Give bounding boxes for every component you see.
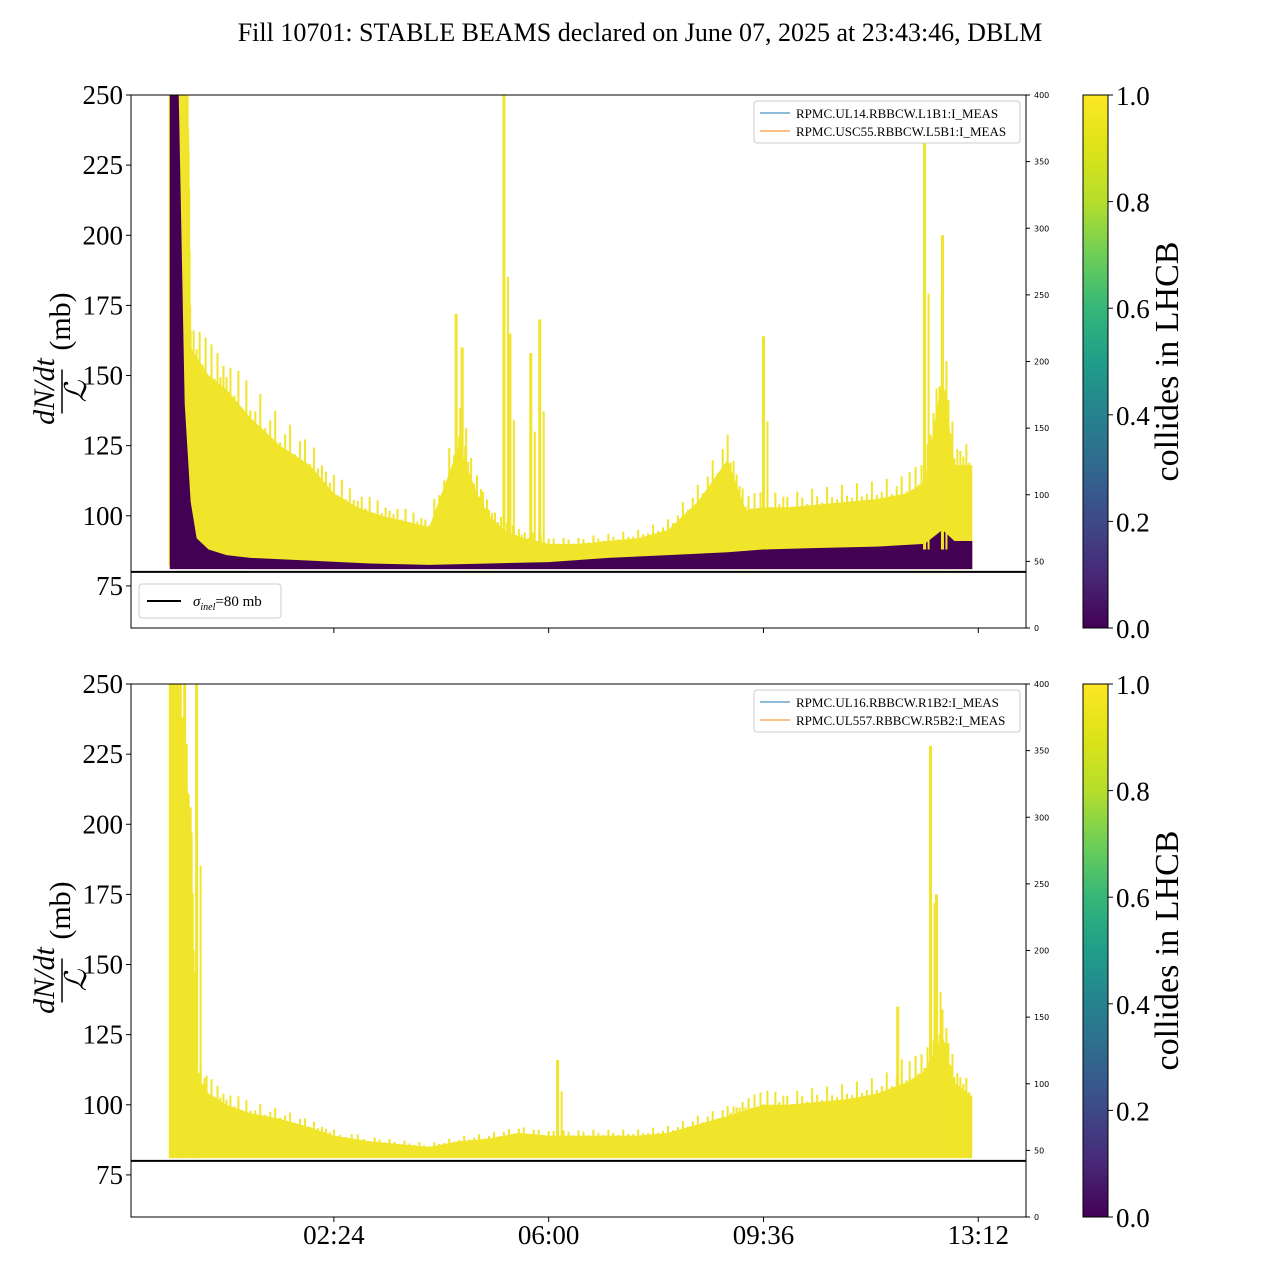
y-tick-label: 125: [83, 431, 124, 461]
secondary-y-tick-label: 200: [1034, 358, 1049, 367]
y-tick-label: 200: [83, 809, 124, 839]
colorbar-tick-label: 0.4: [1116, 990, 1150, 1020]
colorbar-tick-label: 0.6: [1116, 294, 1150, 324]
secondary-y-tick-label: 100: [1034, 1080, 1049, 1089]
panel-top: 75 100 125 150 175 200 225 250 0 50 100 150 200 250 30…: [28, 80, 1186, 644]
y-axis-label-numerator: dN/dt: [28, 946, 61, 1013]
secondary-y-tick-label: 400: [1034, 91, 1049, 100]
plot-area: [131, 95, 1026, 573]
secondary-y-tick-label: 150: [1034, 1013, 1049, 1022]
y-axis-label-unit: (mb): [44, 881, 77, 939]
colorbar-label: collides in LHCB: [1149, 242, 1186, 482]
secondary-y-tick-label: 300: [1034, 224, 1049, 233]
secondary-y-tick-label: 250: [1034, 291, 1049, 300]
secondary-y-tick-label: 0: [1034, 1213, 1039, 1222]
secondary-y-tick-label: 0: [1034, 624, 1039, 633]
reference-legend: σinel=80 mb: [138, 583, 282, 619]
colorbar-tick-label: 0.2: [1116, 507, 1150, 537]
secondary-y-tick-label: 150: [1034, 424, 1049, 433]
y-tick-label: 150: [83, 950, 124, 980]
y-tick-label: 250: [83, 669, 124, 699]
y-axis-label-numerator: dN/dt: [28, 357, 61, 424]
y-axis-label: dN/dt ℒ (mb): [28, 292, 93, 425]
legend-entry: RPMC.USC55.RBBCW.L5B1:I_MEAS: [796, 124, 1006, 139]
colliding-band: [169, 684, 973, 1159]
colorbar-gradient: [1082, 94, 1109, 629]
secondary-y-tick-label: 100: [1034, 491, 1049, 500]
secondary-y-tick-label: 50: [1034, 557, 1044, 566]
reference-legend-frame: [138, 583, 282, 619]
secondary-y-tick-label: 350: [1034, 747, 1049, 756]
figure-title: Fill 10701: STABLE BEAMS declared on Jun…: [237, 18, 1043, 47]
colorbar-gradient: [1082, 683, 1109, 1218]
y-axis-label-denominator: ℒ: [60, 968, 93, 991]
y-tick-label: 225: [83, 150, 124, 180]
y-axis-label-denominator: ℒ: [60, 379, 93, 402]
y-tick-label: 175: [83, 290, 124, 320]
colorbar-tick-label: 0.4: [1116, 401, 1150, 431]
colorbar-tick-label: 0.8: [1116, 777, 1150, 807]
y-tick-label: 75: [96, 571, 123, 601]
reference-legend-label: σinel=80 mb: [193, 594, 262, 613]
y-axis-label-unit: (mb): [44, 292, 77, 350]
x-tick-label: 09:36: [733, 1220, 795, 1250]
plot-area: [131, 684, 1026, 1162]
series-legend: RPMC.UL16.RBBCW.R1B2:I_MEAS RPMC.UL557.RB…: [753, 689, 1021, 733]
y-tick-label: 125: [83, 1020, 124, 1050]
colorbar-tick-label: 1.0: [1116, 81, 1150, 111]
colorbar: 0.0 0.2 0.4 0.6 0.8 1.0 collides in LHCB: [1082, 670, 1186, 1233]
series-legend: RPMC.UL14.RBBCW.L1B1:I_MEAS RPMC.USC55.RB…: [753, 100, 1021, 144]
y-tick-label: 100: [83, 501, 124, 531]
legend-entry: RPMC.UL557.RBBCW.R5B2:I_MEAS: [796, 713, 1005, 728]
legend-entry: RPMC.UL14.RBBCW.L1B1:I_MEAS: [796, 106, 998, 121]
secondary-y-tick-label: 200: [1034, 947, 1049, 956]
colorbar-tick-label: 0.8: [1116, 188, 1150, 218]
colorbar-tick-label: 1.0: [1116, 670, 1150, 700]
colorbar-label: collides in LHCB: [1149, 831, 1186, 1071]
legend-entry: RPMC.UL16.RBBCW.R1B2:I_MEAS: [796, 695, 999, 710]
secondary-y-tick-label: 300: [1034, 813, 1049, 822]
colorbar-label-wrap: collides in LHCB: [1149, 242, 1186, 482]
secondary-y-tick-label: 350: [1034, 158, 1049, 167]
reference-legend-value: =80 mb: [215, 594, 261, 610]
x-tick-label: 06:00: [518, 1220, 580, 1250]
x-tick-label: 13:12: [948, 1220, 1010, 1250]
y-tick-label: 100: [83, 1090, 124, 1120]
colorbar-label-wrap: collides in LHCB: [1149, 831, 1186, 1071]
x-tick-label: 02:24: [303, 1220, 365, 1250]
colorbar: 0.0 0.2 0.4 0.6 0.8 1.0 collides in LHCB: [1082, 81, 1186, 644]
y-axis-label: dN/dt ℒ (mb): [28, 881, 93, 1014]
colorbar-tick-label: 0.0: [1116, 1203, 1150, 1233]
colorbar-tick-label: 0.2: [1116, 1096, 1150, 1126]
reference-legend-subscript: inel: [200, 602, 215, 613]
secondary-y-tick-label: 50: [1034, 1146, 1044, 1155]
colorbar-tick-label: 0.6: [1116, 883, 1150, 913]
y-tick-label: 225: [83, 739, 124, 769]
y-tick-label: 250: [83, 80, 124, 110]
panel-bottom: 75 100 125 150 175 200 225 250 0 50 100 150 200 250 30…: [28, 669, 1186, 1250]
y-tick-label: 75: [96, 1160, 123, 1190]
y-tick-label: 200: [83, 220, 124, 250]
legend-frame: [753, 689, 1021, 733]
reference-legend-sigma: σ: [193, 594, 201, 610]
colorbar-tick-label: 0.0: [1116, 614, 1150, 644]
legend-frame: [753, 100, 1021, 144]
secondary-y-tick-label: 250: [1034, 880, 1049, 889]
y-tick-label: 175: [83, 879, 124, 909]
y-tick-label: 150: [83, 361, 124, 391]
secondary-y-tick-label: 400: [1034, 680, 1049, 689]
